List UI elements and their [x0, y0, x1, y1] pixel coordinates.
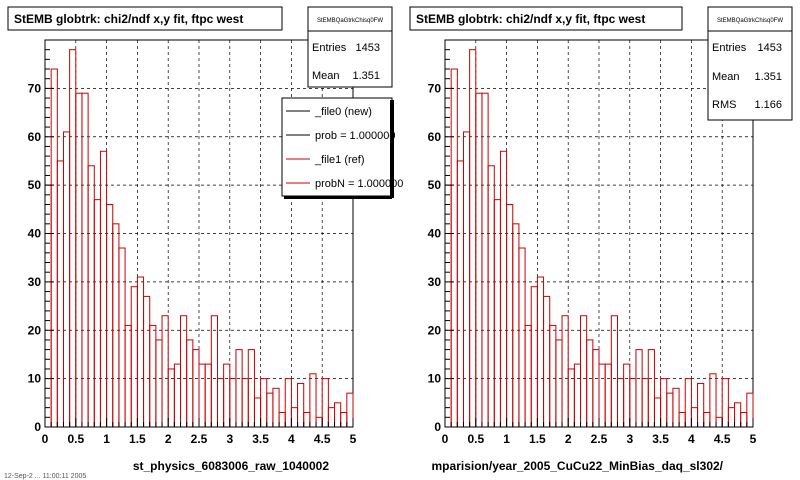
title-box [7, 6, 283, 31]
chart-title: StEMB globtrk: chi2/ndf x,y fit, ftpc we… [416, 12, 645, 26]
x-tick-label: 0.5 [67, 432, 84, 446]
legend-label-probN: probN = 1.000000 [315, 178, 403, 190]
y-tick-label: 60 [428, 130, 442, 144]
x-tick-label: 3.5 [252, 432, 269, 446]
y-tick-label: 70 [428, 81, 442, 95]
x-tick-label: 1.5 [529, 432, 546, 446]
y-tick-label: 30 [28, 275, 42, 289]
stats-mean-value: 1.351 [352, 70, 380, 82]
x-tick-label: 4 [288, 432, 295, 446]
x-tick-label: 2 [565, 432, 572, 446]
legend-label-file1: _file1 (ref) [314, 154, 365, 166]
stats-entries-label: Entries [312, 42, 347, 54]
stats-box: StEMBQaGtrkChisq0FW Entries 1453 Mean 1.… [707, 6, 793, 121]
y-tick-label: 70 [28, 81, 42, 95]
stats-rms-label: RMS [712, 99, 736, 111]
x-tick-label: 0 [442, 432, 449, 446]
y-tick-label: 10 [28, 372, 42, 386]
y-tick-label: 50 [28, 178, 42, 192]
title-box [409, 6, 683, 31]
x-tick-label: 2.5 [591, 432, 608, 446]
x-tick-label: 4.5 [714, 432, 731, 446]
stats-mean-value: 1.351 [754, 71, 782, 83]
y-tick-label: 10 [428, 372, 442, 386]
y-tick-label: 40 [28, 227, 42, 241]
y-tick-label: 40 [428, 227, 442, 241]
stats-entries-value: 1453 [356, 42, 380, 54]
stats-rms-value: 1.166 [754, 99, 782, 111]
stats-name: StEMBQaGtrkChisq0FW [317, 18, 383, 24]
x-tick-label: 3 [226, 432, 233, 446]
y-tick-label: 20 [428, 323, 442, 337]
y-tick-label: 0 [434, 420, 441, 434]
x-axis-label: st_physics_6083006_raw_1040002 [133, 459, 329, 473]
x-tick-label: 2.5 [191, 432, 208, 446]
x-axis-label: mparision/year_2005_CuCu22_MinBias_daq_s… [432, 459, 724, 473]
footer-timestamp: 12-Sep-2 ... 11:00:11 2005 [4, 473, 86, 480]
y-tick-label: 50 [428, 178, 442, 192]
x-tick-label: 3 [626, 432, 633, 446]
x-tick-label: 3.5 [652, 432, 669, 446]
y-tick-label: 20 [28, 323, 42, 337]
y-tick-label: 30 [428, 275, 442, 289]
chart-title: StEMB globtrk: chi2/ndf x,y fit, ftpc we… [14, 12, 243, 26]
stats-mean-label: Mean [312, 70, 340, 82]
legend: _file0 (new) prob = 1.000000 _file1 (ref… [281, 97, 403, 199]
stats-entries-label: Entries [712, 42, 747, 54]
y-tick-label: 0 [34, 420, 41, 434]
x-tick-label: 4.5 [314, 432, 331, 446]
x-tick-label: 1 [103, 432, 110, 446]
x-tick-label: 5 [350, 432, 357, 446]
x-tick-label: 0 [42, 432, 49, 446]
stats-name: StEMBQaGtrkChisq0FW [717, 18, 783, 24]
x-tick-label: 1.5 [129, 432, 146, 446]
stats-box: StEMBQaGtrkChisq0FW Entries 1453 Mean 1.… [307, 6, 393, 88]
x-tick-label: 1 [503, 432, 510, 446]
legend-label-prob: prob = 1.000000 [315, 130, 395, 142]
x-tick-label: 2 [165, 432, 172, 446]
stats-mean-label: Mean [712, 71, 740, 83]
x-tick-label: 5 [750, 432, 757, 446]
legend-label-file0: _file0 (new) [314, 106, 372, 118]
y-tick-label: 60 [28, 130, 42, 144]
x-tick-label: 0.5 [467, 432, 484, 446]
x-tick-label: 4 [688, 432, 695, 446]
stats-entries-value: 1453 [758, 42, 782, 54]
